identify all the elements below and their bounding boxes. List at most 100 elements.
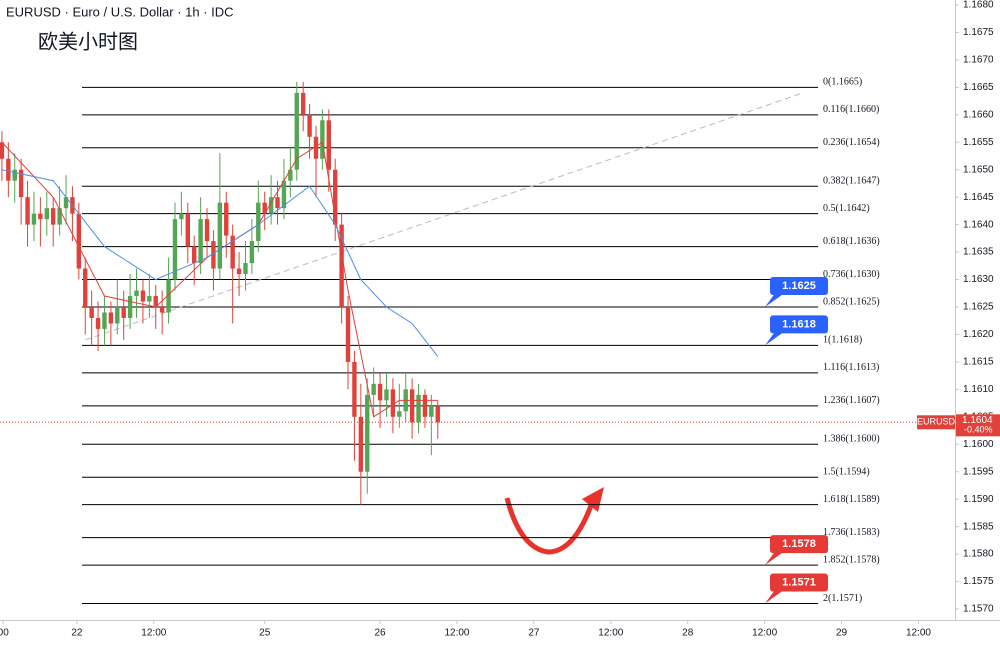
candle-body	[121, 307, 126, 318]
candle-body	[44, 208, 49, 220]
y-tick-label: 1.1670	[963, 55, 994, 66]
candle-body	[127, 296, 133, 318]
candle-body	[12, 169, 17, 181]
fib-label: 0.116(1.1660)	[823, 104, 879, 115]
y-tick-label: 1.1610	[963, 384, 994, 395]
callout-label: 1.1571	[782, 576, 816, 588]
candle-body	[352, 361, 357, 417]
y-tick-label: 1.1615	[963, 357, 994, 368]
candle-body	[249, 241, 255, 264]
candle-body	[377, 383, 383, 401]
candle-body	[95, 317, 101, 329]
x-tick-label: 22	[71, 628, 83, 639]
candle-body	[140, 290, 146, 302]
candle-body	[134, 290, 139, 297]
candle-body	[83, 268, 88, 307]
callout-box	[770, 277, 828, 295]
x-tick-label: 25	[259, 628, 271, 639]
y-tick-label: 1.1580	[963, 549, 994, 560]
candle-body	[18, 169, 24, 198]
candle-body	[345, 307, 351, 362]
callout-box	[770, 315, 828, 334]
y-tick-label: 1.1650	[963, 164, 994, 175]
fib-label: 1.236(1.1607)	[823, 395, 880, 406]
candle-body	[50, 208, 56, 225]
x-tick-label: 12:00	[444, 628, 469, 639]
candle-body	[268, 197, 274, 214]
candle-body	[429, 405, 434, 417]
price-tag	[956, 414, 1000, 437]
callout-box	[770, 573, 828, 592]
candle-body	[211, 241, 216, 269]
candle-body	[0, 142, 5, 159]
price-label: 1.1604	[962, 415, 993, 426]
y-tick-label: 1.1640	[963, 219, 994, 230]
x-tick-label: 28	[682, 628, 694, 639]
fib-label: 0(1.1665)	[823, 77, 862, 88]
trendline	[85, 92, 804, 341]
annotation: 欧美小时图	[38, 30, 138, 53]
candle-body	[108, 312, 114, 324]
candle-body	[256, 202, 261, 242]
callout-pointer	[765, 292, 786, 307]
y-tick-label: 1.1620	[963, 329, 994, 340]
x-tick-label: 12:00	[598, 628, 623, 639]
fib-label: 0.736(1.1630)	[823, 269, 880, 280]
candle-body	[76, 213, 82, 269]
candle-body	[153, 296, 158, 307]
x-tick-label: 26	[375, 628, 387, 639]
candle-body	[358, 416, 364, 472]
candle-body	[31, 213, 37, 225]
candle-body	[172, 219, 178, 280]
candle-body	[275, 197, 280, 209]
candle-body	[147, 296, 152, 302]
y-tick-label: 1.1625	[963, 302, 994, 313]
candle-body	[198, 219, 203, 264]
candle-body	[224, 202, 229, 236]
callout-label: 1.1578	[782, 538, 816, 550]
y-tick-label: 1.1575	[963, 576, 994, 587]
y-tick-label: 1.1595	[963, 466, 994, 477]
candle-body	[409, 389, 415, 423]
candle-body	[6, 158, 11, 181]
x-tick-label: 12:00	[906, 628, 931, 639]
x-tick-label: 29	[836, 628, 848, 639]
candle-body	[371, 383, 376, 395]
callout-label: 1.1625	[782, 280, 816, 292]
candle-body	[262, 202, 267, 214]
fib-label: 1.852(1.1578)	[823, 554, 880, 565]
change-label: -0.40%	[964, 425, 993, 435]
candle-body	[115, 307, 120, 324]
x-tick-label: 12:00	[141, 628, 166, 639]
fib-label: 1.386(1.1600)	[823, 434, 880, 445]
candle-body	[185, 213, 190, 247]
y-tick-label: 1.1600	[963, 439, 994, 450]
fib-label: 1.736(1.1583)	[823, 527, 880, 538]
candle-body	[166, 279, 171, 313]
candle-body	[217, 202, 223, 269]
moving-average	[1, 141, 438, 418]
candle-body	[243, 263, 248, 275]
y-tick-label: 1.1630	[963, 274, 994, 285]
candle-body	[307, 114, 312, 137]
x-tick-label: 27	[528, 628, 540, 639]
symbol-label: EURUSD	[917, 417, 956, 427]
candle-body	[333, 169, 338, 225]
candle-body	[57, 208, 62, 225]
fib-label: 2(1.1571)	[823, 593, 862, 604]
candle-body	[159, 307, 165, 313]
x-tick-label: 12:00	[752, 628, 777, 639]
candle-body	[339, 224, 344, 307]
candle-body	[63, 197, 69, 209]
candle-body	[192, 246, 197, 264]
y-tick-label: 1.1655	[963, 137, 994, 148]
candle-body	[390, 389, 396, 417]
symbol-tag	[917, 415, 955, 430]
fib-label: 1(1.1618)	[823, 335, 862, 346]
arrow	[504, 497, 596, 555]
candle-body	[313, 136, 319, 159]
candle-body	[38, 213, 43, 220]
callout-pointer	[765, 550, 786, 566]
